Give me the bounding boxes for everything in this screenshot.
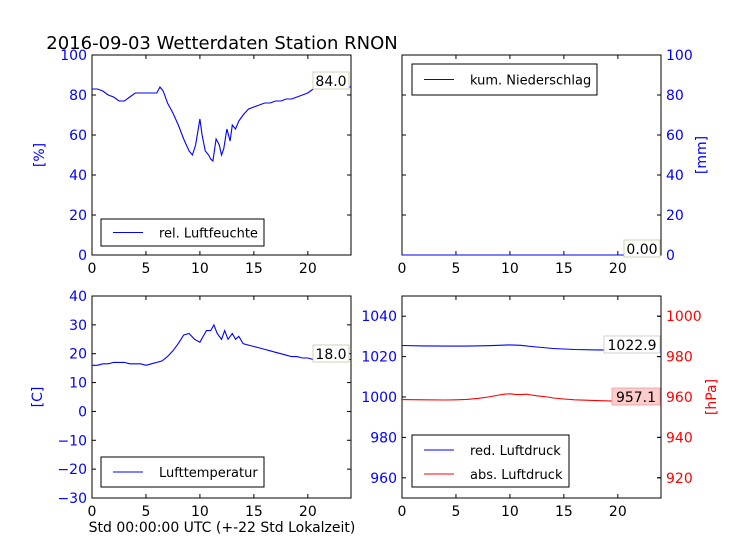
y-tick-label: −30 xyxy=(57,491,87,507)
x-tick-label: 0 xyxy=(88,504,97,520)
y-tick-label: −20 xyxy=(57,462,87,478)
x-tick-label: 10 xyxy=(191,504,209,520)
pressure-panel: 0 5 10 15 20 960 980 1000 1020 1040 920 940 960 980 10… xyxy=(361,295,720,520)
plot-frame xyxy=(91,295,352,499)
x-tick-label: 15 xyxy=(555,261,573,277)
y-tick-label: 0 xyxy=(78,248,87,264)
last-value-box xyxy=(312,344,350,363)
x-tick-label: 0 xyxy=(398,504,407,520)
y-axis-label: [C] xyxy=(30,387,46,408)
x-tick-label: 20 xyxy=(609,504,627,520)
y-tick-label: 0 xyxy=(78,404,87,420)
y2-tick-label: 920 xyxy=(666,471,693,487)
x-tick-label: 5 xyxy=(451,504,460,520)
series-line-primary xyxy=(92,82,351,163)
temperature-panel: 0 5 10 15 20 −30 −20 −10 0 10 20 30 40 [C] Lufttempera… xyxy=(30,289,352,520)
x-tick-label: 20 xyxy=(609,261,627,277)
x-tick-label: 10 xyxy=(501,504,519,520)
y-tick-label: 80 xyxy=(666,88,684,104)
humidity-panel: 0 5 10 15 20 0 20 40 60 80 100 [%] rel. Luftfeuchte 8… xyxy=(32,48,352,277)
x-axis-label: Std 00:00:00 UTC (+-22 Std Lokalzeit) xyxy=(89,520,356,536)
legend-entry: abs. Luftdruck xyxy=(470,468,563,483)
legend-entry: kum. Niederschlag xyxy=(470,74,591,89)
y-tick-label: 40 xyxy=(69,168,87,184)
series-line-primary xyxy=(92,323,351,366)
y-tick-label: 1020 xyxy=(361,350,397,366)
y2-tick-label: 1000 xyxy=(666,309,702,325)
x-tick-label: 5 xyxy=(141,261,150,277)
y-tick-label: 60 xyxy=(666,128,684,144)
last-value-box-red xyxy=(611,387,661,406)
legend-entry: rel. Luftfeuchte xyxy=(159,227,258,242)
x-tick-label: 10 xyxy=(191,261,209,277)
x-tick-label: 20 xyxy=(299,261,317,277)
y-tick-label: 60 xyxy=(69,128,87,144)
last-value-box xyxy=(623,239,661,258)
x-tick-label: 15 xyxy=(555,504,573,520)
y-tick-label: 10 xyxy=(69,376,87,392)
y-tick-label: 20 xyxy=(69,347,87,363)
figure-title: 2016-09-03 Wetterdaten Station RNON xyxy=(46,33,397,54)
y-tick-label: −10 xyxy=(57,433,87,449)
y-tick-label: 0 xyxy=(666,248,675,264)
last-value-label: 1022.9 xyxy=(608,338,657,354)
y-tick-label: 960 xyxy=(370,471,397,487)
x-tick-label: 10 xyxy=(501,261,519,277)
y2-tick-label: 960 xyxy=(666,390,693,406)
y-tick-label: 30 xyxy=(69,318,87,334)
y2-tick-label: 980 xyxy=(666,350,693,366)
legend-entry: red. Luftdruck xyxy=(470,444,561,459)
y-axis-label: [%] xyxy=(32,143,48,167)
last-value-label: 957.1 xyxy=(616,390,656,406)
plot-frame xyxy=(91,54,352,256)
x-tick-label: 20 xyxy=(299,504,317,520)
y-tick-label: 1040 xyxy=(361,309,397,325)
y2-tick-label: 940 xyxy=(666,430,693,446)
y-tick-label: 1000 xyxy=(361,390,397,406)
legend-entry: Lufttemperatur xyxy=(159,466,258,481)
y-tick-label: 20 xyxy=(69,208,87,224)
last-value-label: 0.00 xyxy=(626,242,657,258)
x-tick-label: 5 xyxy=(451,261,460,277)
y-tick-label: 20 xyxy=(666,208,684,224)
last-value-label: 18.0 xyxy=(315,347,346,363)
y-axis-label: [hPa] xyxy=(704,379,720,415)
x-tick-label: 0 xyxy=(398,261,407,277)
y-tick-label: 40 xyxy=(666,168,684,184)
y-tick-label: 40 xyxy=(69,289,87,305)
y-tick-label: 980 xyxy=(370,430,397,446)
precipitation-panel: 0 5 10 15 20 0 20 40 60 80 100 [mm] kum. Niederschla… xyxy=(398,48,710,277)
y-axis-label: [mm] xyxy=(694,136,710,174)
last-value-box xyxy=(603,335,661,354)
x-tick-label: 5 xyxy=(141,504,150,520)
last-value-box xyxy=(312,71,350,90)
last-value-label: 84.0 xyxy=(315,74,346,90)
series-line-secondary xyxy=(401,393,662,404)
y-tick-label: 100 xyxy=(60,48,87,64)
x-tick-label: 15 xyxy=(245,504,263,520)
x-tick-label: 0 xyxy=(88,261,97,277)
y-tick-label: 100 xyxy=(666,48,693,64)
legend-box xyxy=(411,434,570,488)
x-tick-label: 15 xyxy=(245,261,263,277)
y-tick-label: 80 xyxy=(69,88,87,104)
